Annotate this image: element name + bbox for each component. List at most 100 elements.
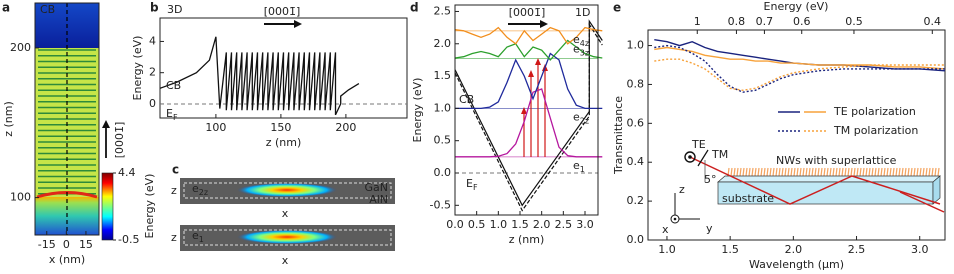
nanowire	[889, 167, 892, 177]
wavefunction	[454, 39, 603, 61]
legend-label: TM polarization	[833, 124, 918, 137]
fermi-label: EF	[166, 107, 178, 122]
nanowire	[871, 167, 874, 177]
x-tick-label: 0	[63, 238, 70, 251]
nanowire	[937, 167, 940, 177]
y-tick-label: 100	[10, 191, 31, 204]
x-label: x	[282, 207, 289, 220]
x-tick-label: 2.0	[785, 243, 803, 256]
light-path	[689, 156, 941, 205]
panel-letter: b	[150, 1, 159, 15]
axis-x-label: x	[662, 223, 669, 236]
state-label: e3z	[573, 43, 589, 58]
nanowire	[772, 167, 775, 177]
nanowire	[925, 167, 928, 177]
y-tick-label: 2.5	[434, 4, 452, 17]
nanowire	[820, 167, 823, 177]
transmittance-line	[654, 39, 946, 72]
state-label-base: e	[573, 33, 580, 46]
nanowire	[880, 167, 883, 177]
nanowire	[823, 167, 826, 177]
nanowire	[760, 167, 763, 177]
wavefunction	[455, 52, 603, 110]
y-tick-label: 0.0	[434, 166, 452, 179]
colorbar-tick-label: 4.4	[118, 166, 136, 179]
nanowire	[922, 167, 925, 177]
nanowire	[745, 167, 748, 177]
nanowire	[859, 167, 862, 177]
nanowire	[829, 167, 832, 177]
nanowire	[769, 167, 772, 177]
axis-z-label: z	[679, 183, 685, 196]
nanowire	[898, 167, 901, 177]
band-label: CB	[459, 93, 474, 106]
state-label-subscript: 1	[580, 164, 585, 173]
wavefunction	[455, 88, 603, 158]
nanowire	[754, 167, 757, 177]
arrow-head	[540, 20, 548, 28]
colorbar-tick-label: -0.5	[118, 233, 139, 246]
nanowire	[913, 167, 916, 177]
nanowire	[775, 167, 778, 177]
nanowire	[874, 167, 877, 177]
y-tick-label: 0.8	[627, 77, 645, 90]
x-tick-label: 2.5	[555, 218, 573, 231]
angle-label: 5°	[704, 173, 717, 186]
nanowire	[910, 167, 913, 177]
state-label: e1	[573, 159, 585, 174]
nanowire-label: NWs with superlattice	[776, 154, 897, 167]
nanowire	[916, 167, 919, 177]
transition-arrow-head	[535, 58, 541, 65]
substrate-side	[932, 175, 941, 205]
fermi-label-subscript: F	[173, 112, 178, 121]
nanowire-outline	[183, 182, 392, 199]
state-label-base: e	[573, 43, 580, 56]
nanowire	[805, 167, 808, 177]
nanowire	[877, 167, 880, 177]
nanowire	[832, 167, 835, 177]
nanowire	[868, 167, 871, 177]
plot-frame	[647, 29, 946, 241]
panel-letter: a	[2, 1, 10, 15]
te-symbol	[684, 151, 696, 163]
nanowire	[808, 167, 811, 177]
nanowire	[856, 167, 859, 177]
nanowire	[934, 167, 937, 177]
nanowire	[790, 167, 793, 177]
y-tick-label: 0.0	[627, 233, 645, 246]
x-tick-label: 1.0	[490, 218, 508, 231]
y-tick-label: 4	[149, 34, 156, 47]
nanowire	[802, 167, 805, 177]
nanowire	[844, 167, 847, 177]
nanowire	[757, 167, 760, 177]
nanowire	[793, 167, 796, 177]
nanowire	[751, 167, 754, 177]
x-axis-label: z (nm)	[266, 136, 302, 149]
plot-frame	[34, 2, 100, 236]
x2-tick-label: 0.7	[756, 15, 774, 28]
nanowire	[892, 167, 895, 177]
transmittance-line	[654, 44, 945, 93]
x-axis-label: Wavelength (μm)	[749, 258, 844, 271]
legend-label: TE polarization	[833, 105, 916, 118]
transmittance-line	[654, 46, 946, 70]
nanowire	[736, 167, 739, 177]
panel-letter: d	[410, 1, 419, 15]
nanowire	[817, 167, 820, 177]
nanowire	[883, 167, 886, 177]
panel-letter: e	[613, 1, 621, 15]
te-dot	[688, 155, 692, 159]
x-tick-label: 2.5	[848, 243, 866, 256]
y-axis-label: Transmittance	[612, 96, 625, 175]
nanowire	[928, 167, 931, 177]
x2-tick-label: 1	[694, 15, 701, 28]
x-tick-label: 200	[335, 121, 356, 134]
nanowire	[853, 167, 856, 177]
plot-frame	[159, 17, 408, 119]
state-label-subscript: 1	[199, 235, 204, 244]
colorbar	[101, 172, 114, 241]
nanowire	[862, 167, 865, 177]
band-edge	[454, 22, 603, 212]
y-tick-label: 2.0	[434, 37, 452, 50]
